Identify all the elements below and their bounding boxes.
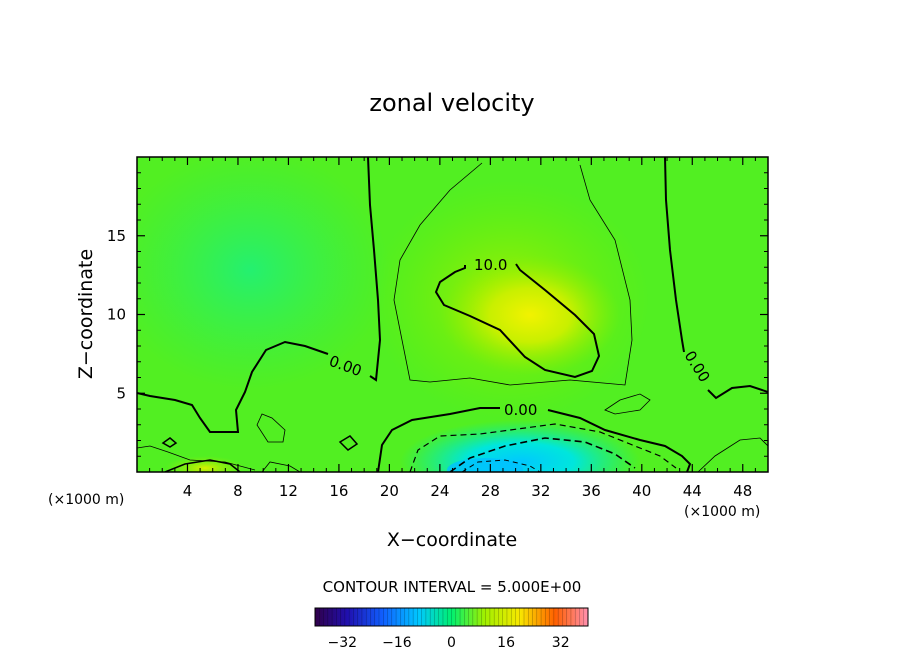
x-tick-label: 32 <box>531 482 550 500</box>
x-tick-label: 20 <box>380 482 399 500</box>
colorbar-tick-label: 0 <box>447 635 456 651</box>
x-tick-label: 40 <box>632 482 651 500</box>
field-minimum-region <box>400 420 640 472</box>
x-tick-label: 36 <box>582 482 601 500</box>
colorbar-tick-label: 32 <box>552 635 570 651</box>
y-tick-label: 5 <box>116 384 126 402</box>
contour-negative-dashed-2 <box>449 437 636 472</box>
x-tick-label: 4 <box>183 482 193 500</box>
contour-zero-left <box>137 340 329 433</box>
contour-10 <box>434 263 601 379</box>
y-axis-label: Z−coordinate <box>75 249 97 379</box>
contour-5-thin-bottom-right <box>697 437 768 472</box>
x-unit-left: (×1000 m) <box>48 492 124 508</box>
field-maximum-region <box>440 255 620 375</box>
x-tick-label: 48 <box>733 482 752 500</box>
contour-5-thin <box>393 162 633 386</box>
contour-label-10: 10.0 <box>474 256 507 274</box>
contour-5-thin-left-blob <box>256 413 286 443</box>
contour-zero-bottom <box>377 407 692 472</box>
x-axis-label: X−coordinate <box>387 529 517 551</box>
contour-field <box>137 157 768 472</box>
chart-title: zonal velocity <box>369 89 534 117</box>
contour-zero-left-vertical <box>367 157 382 382</box>
y-tick-label: 10 <box>107 306 126 324</box>
colorbar-tick-labels: −32 −16 0 16 32 <box>328 635 570 651</box>
colorbar-tick-label: −32 <box>328 635 358 651</box>
x-tick-label: 24 <box>430 482 449 500</box>
colorbar-tick-label: 16 <box>497 635 515 651</box>
x-tick-label: 12 <box>279 482 298 500</box>
colorbar-tick-label: −16 <box>382 635 412 651</box>
x-tick-label: 28 <box>481 482 500 500</box>
x-tick-label: 16 <box>329 482 348 500</box>
field-minimum-core <box>447 458 523 472</box>
x-tick-label: 8 <box>233 482 243 500</box>
contour-negative-dashed-3 <box>461 459 541 472</box>
contour-negative-dashed-1 <box>409 423 677 472</box>
x-unit-right: (×1000 m) <box>684 504 760 520</box>
contour-label-zero-bottom: 0.00 <box>504 401 537 419</box>
x-tick-label: 44 <box>683 482 702 500</box>
y-tick-label: 15 <box>107 227 126 245</box>
field-low-left-region <box>137 157 390 390</box>
x-axis-ticks: 4 8 12 16 20 24 28 32 36 40 44 48 <box>149 157 756 500</box>
contour-small-closed-3 <box>164 459 241 472</box>
contour-small-closed-1 <box>161 437 178 448</box>
contour-interval-text: CONTOUR INTERVAL = 5.000E+00 <box>323 578 582 596</box>
contour-5-thin-right <box>604 393 651 415</box>
y-axis-ticks: 5 10 15 <box>107 172 768 457</box>
contour-zero-right <box>664 157 768 400</box>
contour-small-closed-2 <box>338 435 359 451</box>
colorbar-segment-lines <box>319 608 584 626</box>
